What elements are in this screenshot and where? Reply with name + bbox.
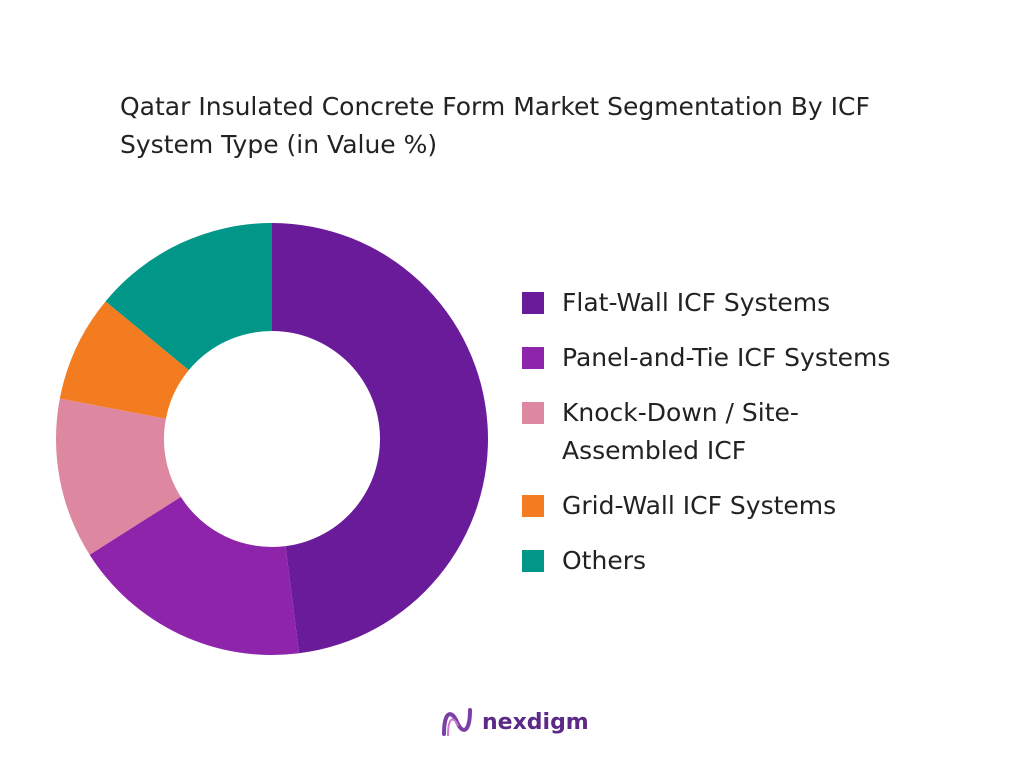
donut-segment bbox=[105, 223, 272, 371]
chart-title: Qatar Insulated Concrete Form Market Seg… bbox=[120, 92, 870, 159]
legend-swatch bbox=[522, 550, 544, 572]
donut-segment bbox=[272, 223, 489, 654]
donut-segment bbox=[55, 398, 181, 555]
legend-item: Knock-Down / Site-Assembled ICF bbox=[522, 394, 992, 470]
legend-item: Others bbox=[522, 542, 992, 580]
legend-label: Flat-Wall ICF Systems bbox=[562, 288, 831, 317]
legend-swatch bbox=[522, 292, 544, 314]
legend-label: Knock-Down / Site-Assembled ICF bbox=[562, 398, 799, 465]
legend-swatch bbox=[522, 347, 544, 369]
legend-label: Panel-and-Tie ICF Systems bbox=[562, 343, 891, 372]
donut-segment bbox=[59, 301, 189, 419]
legend: Flat-Wall ICF Systems Panel-and-Tie ICF S… bbox=[522, 284, 992, 597]
brand-name: nexdigm bbox=[482, 709, 589, 735]
legend-item: Grid-Wall ICF Systems bbox=[522, 487, 992, 525]
legend-swatch bbox=[522, 402, 544, 424]
brand-logo: nexdigm bbox=[440, 704, 589, 740]
legend-label: Others bbox=[562, 546, 647, 575]
donut-chart bbox=[55, 223, 489, 655]
legend-swatch bbox=[522, 495, 544, 517]
legend-item: Flat-Wall ICF Systems bbox=[522, 284, 992, 322]
legend-item: Panel-and-Tie ICF Systems bbox=[522, 339, 992, 377]
brand-icon bbox=[442, 708, 472, 737]
donut-segment bbox=[89, 496, 300, 655]
legend-label: Grid-Wall ICF Systems bbox=[562, 491, 837, 520]
